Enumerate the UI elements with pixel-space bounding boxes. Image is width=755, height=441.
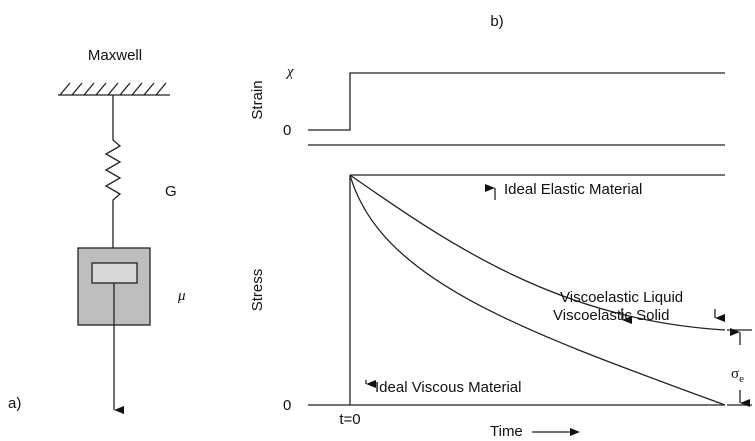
support xyxy=(58,82,170,96)
axis-label: Strain xyxy=(249,80,266,119)
model-title: Maxwell xyxy=(88,47,142,64)
strain-step xyxy=(308,72,725,131)
liquid-curve xyxy=(349,174,726,406)
strain-level: χ xyxy=(285,64,294,80)
panel-label: a) xyxy=(8,395,21,412)
time-arrowhead xyxy=(570,428,580,436)
curve-label: Viscoelastic Liquid xyxy=(560,289,683,306)
time-label: Time xyxy=(490,423,523,440)
piston xyxy=(91,262,138,284)
time-zero: t=0 xyxy=(339,411,360,428)
spring xyxy=(104,95,122,248)
dashpot-label: μ xyxy=(177,288,186,304)
sigma-symbol: σ xyxy=(731,366,739,382)
strain-zero: 0 xyxy=(283,122,291,139)
curve-label: Ideal Viscous Material xyxy=(375,379,521,396)
axis-label: Stress xyxy=(249,269,266,312)
spring-label: G xyxy=(165,183,177,200)
sigma-subscript: e xyxy=(739,373,744,385)
sigma-label: σe xyxy=(731,366,744,385)
panel-label: b) xyxy=(490,13,503,30)
curve-label: Viscoelastic Solid xyxy=(553,307,669,324)
sigma-dimension xyxy=(727,328,752,407)
curve-label: Ideal Elastic Material xyxy=(504,181,642,198)
solid-curve xyxy=(349,174,726,331)
stress-zero: 0 xyxy=(283,397,291,414)
